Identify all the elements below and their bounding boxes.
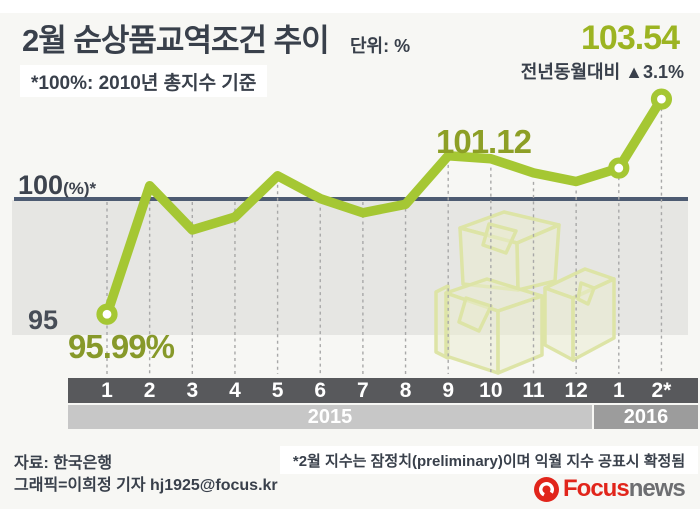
logo-suffix-text: news xyxy=(628,475,686,502)
month-axis-band xyxy=(68,378,698,403)
focusnews-logo: Focus news xyxy=(534,475,686,503)
highlight-markers xyxy=(96,88,673,325)
source-credit: 자료: 한국은행 xyxy=(14,455,113,472)
trend-line xyxy=(102,94,667,320)
page-title: 2월 순상품교역조건 추이 xyxy=(22,23,330,58)
vertical-gridlines xyxy=(106,108,663,374)
baseline-note-text: *100%: 2010년 총지수 기준 xyxy=(31,72,257,94)
yoy-annotation: 전년동월대비 ▲3.1% xyxy=(520,62,684,82)
y-axis-label-100: 100(%)* xyxy=(18,170,97,200)
footnote-text: *2월 지수는 잠정치(preliminary)이며 익월 지수 공표시 확정됨 xyxy=(292,452,686,470)
point-marker xyxy=(96,303,118,325)
value-label-first-point: 95.99% xyxy=(68,328,175,365)
baseline-note-box: *100%: 2010년 총지수 기준 xyxy=(20,65,268,97)
graphic-credit: 그래픽=이희정 기자 hj1925@focus.kr xyxy=(14,477,278,494)
value-label-feb-2016: 103.54 xyxy=(581,19,680,57)
focusnews-logo-icon xyxy=(534,476,559,502)
footnote-box: *2월 지수는 잠정치(preliminary)이며 익월 지수 공표시 확정됨 xyxy=(280,446,698,474)
y-axis-label-95: 95 xyxy=(28,305,59,335)
year-band-2016: 2016 xyxy=(594,405,698,429)
top-strip xyxy=(0,0,700,13)
unit-label: 단위: % xyxy=(350,36,411,56)
point-marker xyxy=(608,157,630,179)
logo-brand-text: Focus xyxy=(563,475,630,502)
point-marker xyxy=(650,88,673,110)
year-band-2015: 2015 xyxy=(68,405,592,429)
value-label-jan-2016: 101.12 xyxy=(436,123,532,160)
boxes-watermark-icon xyxy=(434,210,616,375)
reference-line-100 xyxy=(14,197,688,201)
